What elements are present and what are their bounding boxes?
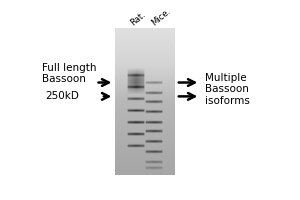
Text: 250kD: 250kD [46,91,79,101]
Text: Full length: Full length [42,63,97,73]
Text: Multiple
Bassoon
isoforms: Multiple Bassoon isoforms [205,73,250,106]
Text: Mice.: Mice. [149,6,172,27]
Text: Rat.: Rat. [129,9,147,27]
Text: Bassoon: Bassoon [42,74,86,84]
